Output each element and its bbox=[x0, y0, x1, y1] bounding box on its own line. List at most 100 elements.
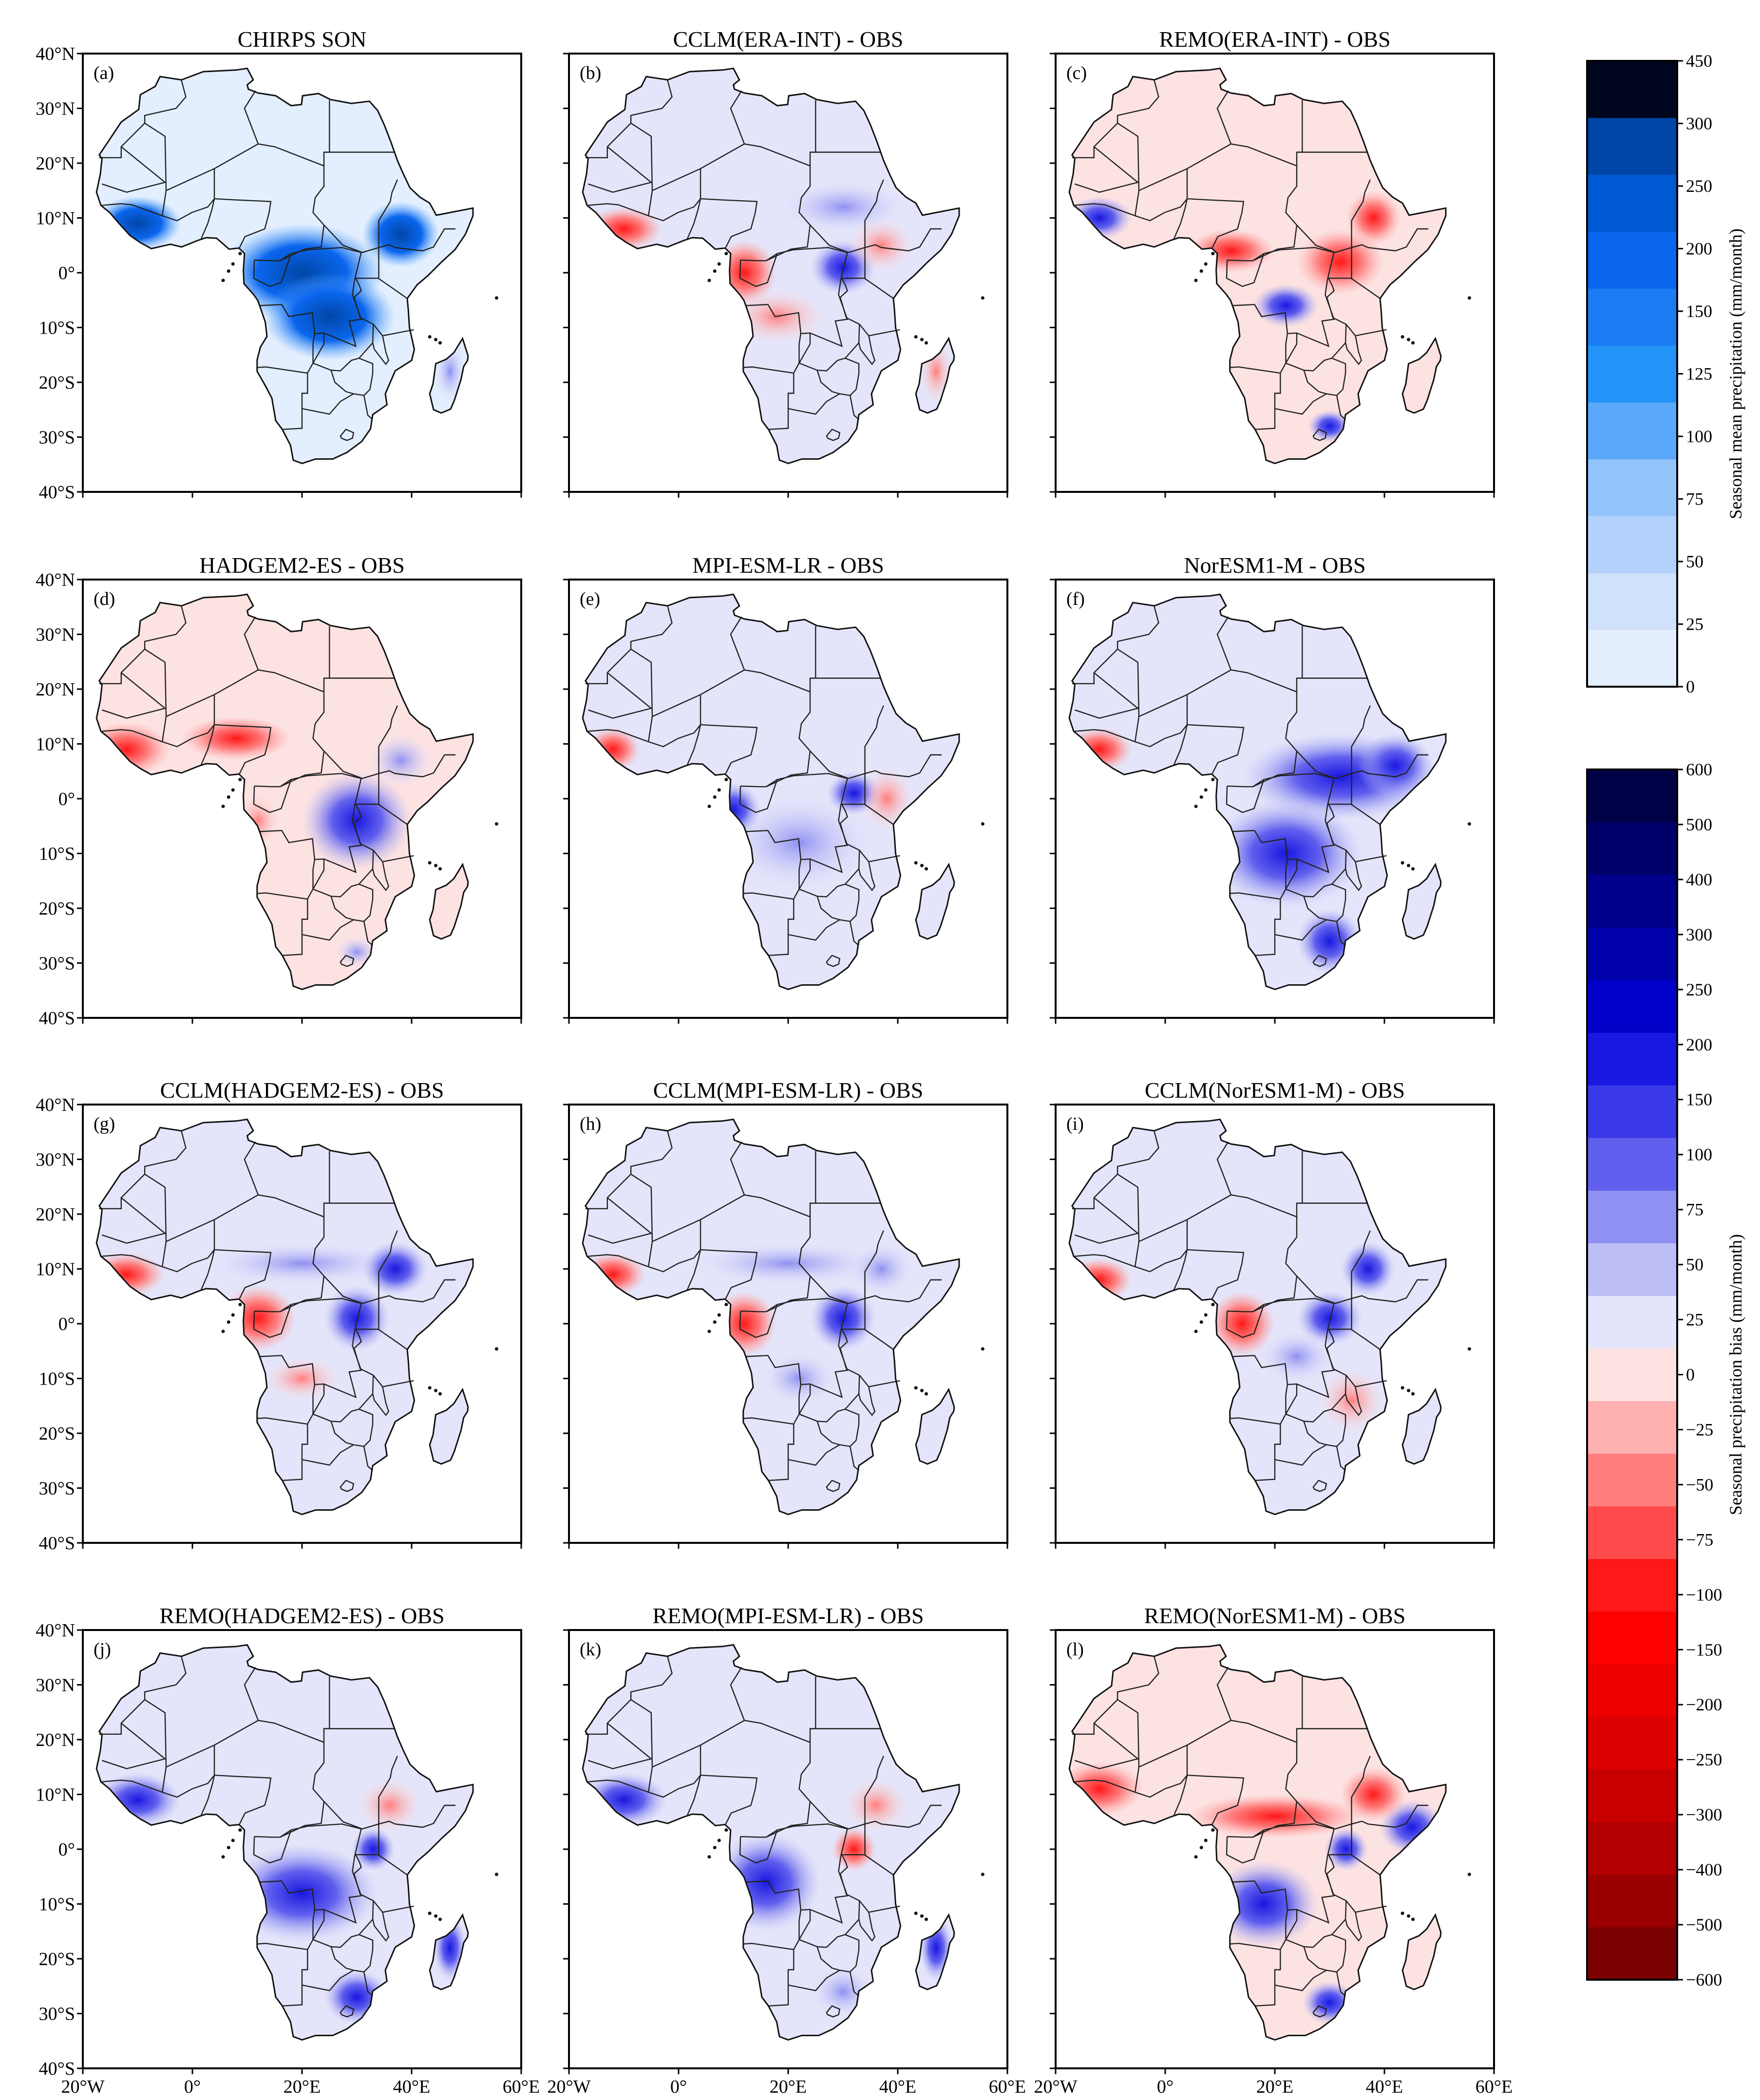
country-border bbox=[1075, 190, 1140, 217]
field-anomaly bbox=[832, 1827, 876, 1871]
country-border bbox=[353, 1298, 414, 1388]
country-border bbox=[849, 921, 859, 946]
country-border bbox=[745, 1829, 849, 1924]
island-marker bbox=[231, 1313, 235, 1317]
colorbar-tick-label: 25 bbox=[1686, 615, 1703, 634]
island-marker bbox=[981, 296, 984, 300]
country-border bbox=[378, 1854, 408, 1875]
colorbar-mean: 0 25 50 75 100 125 150 200 250 300 450 Seasonal mea… bbox=[1586, 51, 1745, 696]
country-border bbox=[1252, 247, 1334, 262]
island-marker bbox=[1194, 1855, 1198, 1859]
colorbar-tick-label: −250 bbox=[1686, 1750, 1722, 1769]
coastline bbox=[915, 862, 955, 940]
y-tick-label: 20°N bbox=[36, 153, 75, 174]
country-border bbox=[648, 724, 758, 774]
x-tick-label: 40°E bbox=[879, 2077, 916, 2097]
colorbar-tick-label: 0 bbox=[1686, 677, 1695, 696]
island-marker bbox=[227, 1846, 230, 1850]
country-border bbox=[378, 1230, 398, 1299]
colorbar-tick-label: −25 bbox=[1686, 1420, 1713, 1439]
island-marker bbox=[713, 795, 717, 799]
country-border bbox=[1312, 1480, 1327, 1492]
country-border bbox=[1326, 773, 1387, 862]
country-border bbox=[1296, 1801, 1428, 1830]
country-border bbox=[739, 779, 778, 813]
country-border bbox=[864, 804, 894, 825]
island-marker bbox=[914, 861, 918, 865]
x-tick-label: 0° bbox=[670, 2077, 687, 2097]
x-tick-label: 60°E bbox=[989, 2077, 1026, 2097]
country-border bbox=[280, 773, 361, 788]
field-anomaly bbox=[810, 1285, 876, 1351]
y-tick-label: 40°N bbox=[36, 570, 75, 590]
colorbar-tick-label: −75 bbox=[1686, 1530, 1713, 1549]
country-border bbox=[1350, 1329, 1381, 1350]
country-border bbox=[323, 151, 330, 166]
field-anomaly bbox=[760, 1351, 838, 1406]
panel-title: REMO(HADGEM2-ES) - OBS bbox=[159, 1603, 444, 1628]
field-anomaly bbox=[1187, 1794, 1363, 1838]
coastline bbox=[915, 337, 955, 414]
colorbar-tick-label: 250 bbox=[1686, 980, 1712, 999]
country-border bbox=[826, 429, 841, 441]
y-tick-label: 40°N bbox=[36, 1095, 75, 1115]
colorbar-cell bbox=[1587, 573, 1677, 630]
country-border bbox=[302, 393, 354, 415]
country-border bbox=[864, 1854, 894, 1875]
country-border bbox=[259, 778, 362, 873]
island-marker bbox=[1204, 1838, 1208, 1842]
country-border bbox=[1326, 1824, 1387, 1913]
y-tick-label: 10°S bbox=[39, 1894, 75, 1915]
country-border bbox=[1255, 1949, 1281, 2006]
field-anomaly bbox=[264, 273, 396, 360]
country-border bbox=[372, 1387, 390, 1416]
coastline bbox=[1068, 593, 1447, 991]
y-tick-label: 30°N bbox=[36, 1150, 75, 1170]
country-border bbox=[363, 1971, 373, 1997]
field-anomaly bbox=[1346, 190, 1401, 245]
island-marker bbox=[238, 778, 242, 782]
y-tick-label: 30°S bbox=[39, 428, 75, 448]
coastline bbox=[95, 593, 474, 991]
x-tick-label: 20°E bbox=[770, 2077, 807, 2097]
country-border bbox=[340, 2005, 355, 2018]
island-marker bbox=[713, 1846, 717, 1850]
country-border bbox=[200, 1745, 215, 1816]
y-tick-label: 20°S bbox=[39, 373, 75, 393]
country-border bbox=[588, 716, 653, 743]
y-tick-label: 0° bbox=[58, 789, 75, 809]
x-tick-label: 20°W bbox=[1034, 2077, 1077, 2097]
colorbar-tick-label: 250 bbox=[1686, 176, 1712, 196]
country-border bbox=[740, 1194, 811, 1312]
country-border bbox=[1075, 1197, 1139, 1244]
colorbar-cell bbox=[1587, 1769, 1677, 1822]
island-marker bbox=[238, 1828, 242, 1832]
colorbar-cell bbox=[1587, 1348, 1677, 1402]
country-border bbox=[1255, 1424, 1281, 1481]
colorbar-label: Seasonal mean precipitation (mm/month) bbox=[1726, 228, 1745, 519]
country-border bbox=[1350, 804, 1381, 825]
country-border bbox=[648, 198, 758, 248]
y-tick-label: 10°N bbox=[36, 734, 75, 755]
country-border bbox=[769, 1949, 795, 2006]
country-border bbox=[1344, 1912, 1363, 1942]
panel-letter: (b) bbox=[580, 63, 601, 83]
y-tick-label: 20°N bbox=[36, 1730, 75, 1750]
country-border bbox=[1350, 1854, 1381, 1875]
y-tick-label: 40°S bbox=[39, 482, 75, 503]
island-marker bbox=[1411, 341, 1415, 345]
coastline bbox=[915, 1388, 955, 1465]
island-marker bbox=[717, 788, 721, 792]
country-border bbox=[323, 1202, 330, 1217]
country-border bbox=[766, 247, 848, 262]
country-border bbox=[102, 1241, 167, 1268]
country-border bbox=[1232, 1829, 1335, 1924]
y-tick-label: 10°N bbox=[36, 1259, 75, 1280]
colorbar-cell bbox=[1587, 61, 1677, 118]
country-border bbox=[302, 1444, 354, 1466]
country-border bbox=[849, 395, 859, 420]
country-border bbox=[798, 1375, 860, 1423]
country-border bbox=[740, 669, 811, 788]
island-marker bbox=[1407, 338, 1410, 341]
country-border bbox=[686, 169, 701, 239]
